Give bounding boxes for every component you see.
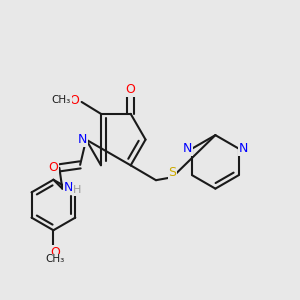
Text: O: O — [126, 83, 136, 96]
Text: H: H — [72, 185, 81, 195]
Text: O: O — [50, 246, 60, 259]
Text: N: N — [183, 142, 193, 155]
Text: S: S — [168, 166, 176, 179]
Text: N: N — [64, 181, 73, 194]
Text: N: N — [78, 133, 87, 146]
Text: CH₃: CH₃ — [45, 254, 64, 264]
Text: O: O — [49, 161, 58, 174]
Text: CH₃: CH₃ — [52, 95, 71, 106]
Text: O: O — [69, 94, 79, 107]
Text: N: N — [238, 142, 248, 155]
